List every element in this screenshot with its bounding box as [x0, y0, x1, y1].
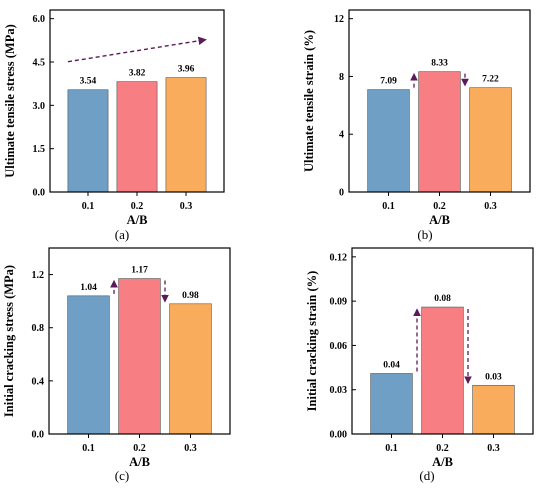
chart-panel-c: 1.04 0.1 1.17 0.2 0.98 0.3 0.0 0.4 0.8 1.2 A/B Init… [2, 247, 231, 483]
chart-panel-a: 3.54 0.1 3.82 0.2 3.96 0.3 0.0 1.5 3.0 4.5 6.0 A/B U… [3, 9, 225, 242]
y-axis-label: Initial cracking strain (%) [305, 271, 319, 412]
x-axis-label: A/B [129, 455, 150, 469]
bar-0.1 [67, 295, 110, 435]
y-tick-label: 0.12 [330, 252, 348, 263]
x-tick-label: 0.1 [82, 443, 95, 454]
bar-0.3 [169, 303, 212, 435]
y-tick-label: 4.5 [33, 58, 46, 69]
y-tick-label: 0.0 [32, 430, 45, 441]
data-label: 0.08 [434, 294, 451, 304]
x-tick-label: 0.3 [487, 443, 500, 454]
y-tick-label: 0.06 [330, 341, 348, 352]
bar-0.1 [370, 373, 413, 435]
y-axis-label: Ultimate tensile stress (MPa) [3, 24, 17, 178]
chart-panel-d: 0.04 0.1 0.08 0.2 0.03 0.3 0.00 0.03 0.06 0.09 0.1… [305, 247, 534, 483]
x-tick-label: 0.2 [433, 201, 446, 212]
y-tick-label: 1.2 [32, 270, 45, 281]
data-label: 7.22 [482, 75, 499, 85]
data-label: 0.04 [383, 360, 400, 370]
y-axis-label: Ultimate tensile strain (%) [302, 30, 316, 172]
panel-caption: (a) [115, 227, 129, 242]
x-tick-label: 0.1 [385, 443, 398, 454]
y-axis-label: Initial cracking stress (MPa) [2, 265, 16, 417]
y-tick-label: 12 [334, 14, 344, 25]
panel-caption: (c) [115, 468, 129, 483]
trend-arrow [67, 36, 207, 63]
bar-0.3 [165, 77, 207, 193]
data-label: 8.33 [431, 59, 448, 69]
x-tick-label: 0.1 [82, 201, 95, 212]
bar-0.1 [67, 89, 109, 193]
y-tick-label: 0.4 [32, 376, 45, 387]
x-tick-label: 0.1 [382, 201, 395, 212]
bar-0.1 [367, 89, 410, 193]
bar-0.2 [116, 81, 158, 193]
bar-0.2 [118, 278, 161, 435]
y-tick-label: 3.0 [33, 101, 46, 112]
axes-frame [348, 9, 531, 193]
x-axis-label: A/B [127, 213, 148, 227]
x-tick-label: 0.2 [133, 443, 146, 454]
y-tick-label: 0.0 [33, 188, 46, 199]
bar-0.3 [472, 384, 515, 435]
axes-frame [49, 9, 225, 193]
data-label: 3.54 [80, 77, 97, 87]
data-label: 7.09 [380, 77, 397, 87]
panel-caption: (b) [417, 227, 432, 242]
data-label: 1.04 [80, 283, 97, 293]
y-tick-label: 0.8 [32, 323, 45, 334]
y-tick-label: 8 [339, 72, 344, 83]
y-tick-label: 0.09 [330, 297, 348, 308]
chart-panel-b: 7.09 0.1 8.33 0.2 7.22 0.3 0 4 8 12 A/B Ultimate te… [302, 9, 531, 242]
axes-frame [351, 247, 534, 435]
x-axis-label: A/B [432, 455, 453, 469]
data-label: 0.98 [182, 291, 199, 301]
y-tick-label: 0 [339, 188, 344, 199]
y-tick-label: 0.00 [330, 430, 348, 441]
panel-caption: (d) [419, 468, 434, 483]
y-tick-label: 6.0 [33, 14, 46, 25]
y-tick-label: 1.5 [33, 144, 46, 155]
axes-frame [48, 247, 231, 435]
x-tick-label: 0.2 [131, 201, 144, 212]
data-label: 3.96 [178, 65, 195, 75]
y-tick-label: 0.03 [330, 385, 348, 396]
x-tick-label: 0.3 [180, 201, 193, 212]
x-tick-label: 0.3 [484, 201, 497, 212]
data-label: 3.82 [129, 69, 146, 79]
y-tick-label: 4 [339, 130, 344, 141]
x-tick-label: 0.2 [436, 443, 449, 454]
data-label: 1.17 [131, 266, 148, 276]
x-tick-label: 0.3 [184, 443, 197, 454]
bar-0.3 [469, 87, 512, 193]
x-axis-label: A/B [429, 213, 450, 227]
data-label: 0.03 [485, 372, 502, 382]
bar-0.2 [421, 306, 464, 435]
bar-0.2 [418, 71, 461, 193]
